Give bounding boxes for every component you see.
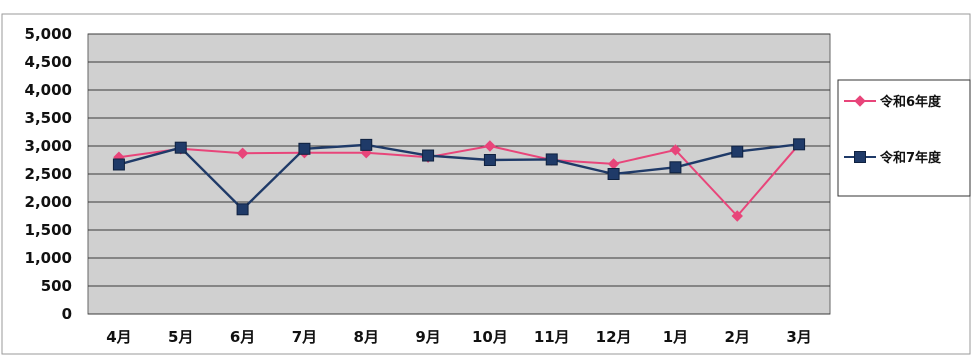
legend-marker-1 bbox=[854, 95, 866, 107]
data-point-s2-1 bbox=[112, 158, 125, 171]
y-tick-label: 0 bbox=[62, 305, 72, 323]
data-point-s2-3 bbox=[236, 203, 249, 216]
data-point-s2-9 bbox=[607, 168, 620, 180]
x-tick-label: 7月 bbox=[292, 328, 317, 346]
x-tick-label: 12月 bbox=[596, 328, 632, 346]
x-tick-label: 9月 bbox=[415, 328, 440, 346]
series-line-2 bbox=[118, 143, 800, 211]
x-tick-label: 11月 bbox=[534, 328, 570, 346]
y-tick-label: 5,000 bbox=[25, 25, 72, 43]
x-tick-label: 2月 bbox=[725, 328, 750, 346]
x-tick-label: 8月 bbox=[354, 328, 379, 346]
data-point-s2-4 bbox=[298, 142, 311, 155]
x-tick-label: 1月 bbox=[663, 328, 688, 346]
data-point-s1-7 bbox=[484, 140, 496, 152]
series-2 bbox=[112, 138, 806, 216]
series-line-1 bbox=[118, 143, 800, 217]
data-point-s2-5 bbox=[360, 138, 373, 151]
data-point-s2-12 bbox=[793, 138, 806, 151]
data-point-s2-7 bbox=[483, 154, 496, 166]
data-point-s2-10 bbox=[669, 161, 682, 174]
legend-marker-2 bbox=[854, 151, 866, 163]
gridlines bbox=[88, 33, 830, 315]
y-axis-tick-labels: 0 500 1,000 1,500 2,000 2,500 3,000 3,500 4,000 4… bbox=[25, 25, 72, 323]
data-point-s1-10 bbox=[669, 144, 682, 156]
series-layer bbox=[112, 138, 806, 222]
x-tick-label: 3月 bbox=[786, 328, 811, 346]
y-tick-label: 4,000 bbox=[25, 81, 72, 99]
y-tick-label: 2,500 bbox=[25, 165, 72, 183]
y-tick-label: 500 bbox=[41, 277, 72, 295]
x-tick-label: 4月 bbox=[106, 328, 131, 346]
data-point-s1-3 bbox=[236, 147, 249, 159]
data-point-s1-11 bbox=[731, 210, 743, 222]
x-tick-label: 6月 bbox=[230, 328, 255, 346]
y-tick-label: 2,000 bbox=[25, 193, 72, 211]
data-point-s2-2 bbox=[174, 141, 187, 154]
y-tick-label: 4,500 bbox=[25, 53, 72, 71]
data-point-s2-11 bbox=[731, 145, 744, 158]
y-tick-label: 3,500 bbox=[25, 109, 72, 127]
legend-label-2: 令和7年度 bbox=[880, 150, 942, 166]
x-axis-tick-labels: 4月 5月 6月 7月 8月 9月 10月 11月 12月 1月 2月 3月 bbox=[106, 328, 812, 346]
y-tick-label: 1,000 bbox=[25, 249, 72, 267]
x-tick-label: 10月 bbox=[472, 328, 508, 346]
x-tick-label: 5月 bbox=[168, 328, 193, 346]
data-point-s2-6 bbox=[422, 149, 435, 162]
data-point-s2-8 bbox=[545, 153, 558, 166]
y-tick-label: 3,000 bbox=[25, 137, 72, 155]
y-tick-label: 1,500 bbox=[25, 221, 72, 239]
legend-label-1: 令和6年度 bbox=[880, 94, 942, 110]
